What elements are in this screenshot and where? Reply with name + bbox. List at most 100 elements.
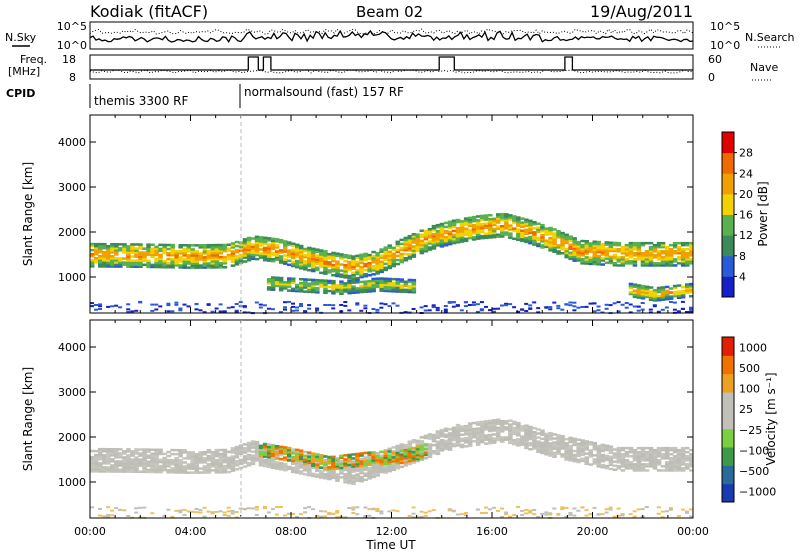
heatmap-cell xyxy=(536,515,541,518)
heatmap-cell xyxy=(379,279,384,282)
heatmap-cell xyxy=(620,252,626,255)
heatmap-cell xyxy=(407,278,413,282)
heatmap-cell xyxy=(226,257,232,261)
heatmap-cell xyxy=(463,223,469,226)
heatmap-cell xyxy=(154,452,159,456)
heatmap-cell xyxy=(222,257,228,261)
heatmap-cell xyxy=(186,266,191,269)
heatmap-cell xyxy=(548,513,553,516)
heatmap-cell xyxy=(668,291,674,294)
heatmap-cell xyxy=(648,262,654,265)
heatmap-cell xyxy=(278,506,283,508)
heatmap-cell xyxy=(154,263,159,267)
heatmap-cell xyxy=(592,302,597,305)
heatmap-cell xyxy=(676,284,682,287)
heatmap-cell xyxy=(488,234,493,237)
heatmap-cell xyxy=(254,245,260,249)
heatmap-cell xyxy=(206,459,212,462)
heatmap-cell xyxy=(186,305,191,308)
heatmap-cell xyxy=(423,237,429,241)
x-tick-label: 16:00 xyxy=(476,525,508,538)
heatmap-cell xyxy=(524,512,529,515)
heatmap-cell xyxy=(303,253,308,257)
heatmap-cell xyxy=(194,264,199,267)
heatmap-cell xyxy=(359,452,364,455)
heatmap-cell xyxy=(178,246,183,249)
heatmap-cell xyxy=(391,302,396,305)
heatmap-cell xyxy=(459,222,465,225)
heatmap-cell xyxy=(664,467,670,470)
heatmap-cell xyxy=(644,453,650,456)
heatmap-cell xyxy=(162,249,167,253)
heatmap-cell xyxy=(130,450,135,453)
heatmap-cell xyxy=(395,451,400,455)
heatmap-cell xyxy=(146,245,151,248)
heatmap-cell xyxy=(367,456,372,460)
heatmap-cell xyxy=(138,506,143,509)
heatmap-cell xyxy=(359,255,364,259)
heatmap-cell xyxy=(250,456,256,459)
heatmap-cell xyxy=(391,460,396,463)
heatmap-cell xyxy=(624,453,630,456)
heatmap-cell xyxy=(500,428,505,431)
freq-line xyxy=(90,56,693,71)
heatmap-cell xyxy=(190,510,195,513)
heatmap-cell xyxy=(656,296,662,300)
heatmap-cell xyxy=(431,227,437,230)
heatmap-cell xyxy=(439,445,445,448)
heatmap-cell xyxy=(672,463,678,466)
heatmap-cell xyxy=(134,448,139,451)
heatmap-cell xyxy=(347,471,352,475)
heatmap-cell xyxy=(287,300,291,303)
heatmap-cell xyxy=(210,254,216,257)
heatmap-cell xyxy=(202,459,208,462)
heatmap-cell xyxy=(415,457,421,461)
heatmap-cell xyxy=(411,285,417,288)
heatmap-cell xyxy=(90,506,94,509)
heatmap-cell xyxy=(375,258,380,261)
heatmap-cell xyxy=(270,284,276,287)
heatmap-cell xyxy=(234,445,240,449)
heatmap-cell xyxy=(146,243,151,246)
heatmap-cell xyxy=(102,462,107,465)
heatmap-cell xyxy=(355,460,360,464)
heatmap-cell xyxy=(524,436,529,440)
heatmap-cell xyxy=(419,251,425,255)
heatmap-cell xyxy=(351,255,356,258)
heatmap-cell xyxy=(656,241,662,245)
heatmap-cell xyxy=(114,452,119,455)
heatmap-cell xyxy=(98,449,103,453)
heatmap-cell xyxy=(656,461,662,464)
heatmap-cell xyxy=(347,276,352,280)
heatmap-cell xyxy=(560,241,565,245)
heatmap-cell xyxy=(628,311,633,314)
heatmap-cell xyxy=(319,515,324,518)
heatmap-cell xyxy=(536,307,541,310)
heatmap-cell xyxy=(359,275,364,279)
heatmap-cell xyxy=(138,454,143,457)
heatmap-cell xyxy=(186,248,191,251)
cpid-label: CPID xyxy=(6,87,35,100)
heatmap-cell xyxy=(552,441,557,444)
heatmap-cell xyxy=(544,231,549,234)
heatmap-cell xyxy=(283,514,287,517)
heatmap-cell xyxy=(632,260,638,263)
heatmap-cell xyxy=(274,513,279,516)
heatmap-cell xyxy=(455,241,461,244)
heatmap-cell xyxy=(186,467,191,470)
heatmap-cell xyxy=(451,444,457,448)
heatmap-cell xyxy=(596,454,601,458)
heatmap-cell xyxy=(327,468,332,471)
heatmap-cell xyxy=(291,262,296,266)
heatmap-cell xyxy=(648,260,654,263)
heatmap-cell xyxy=(588,443,593,446)
heatmap-cell xyxy=(540,244,545,247)
heatmap-cell xyxy=(664,295,670,299)
heatmap-cell xyxy=(383,289,388,293)
heatmap-cell xyxy=(150,249,155,252)
heatmap-cell xyxy=(689,508,693,511)
heatmap-cell xyxy=(644,252,650,255)
heatmap-cell xyxy=(576,306,581,309)
heatmap-cell xyxy=(447,240,453,244)
